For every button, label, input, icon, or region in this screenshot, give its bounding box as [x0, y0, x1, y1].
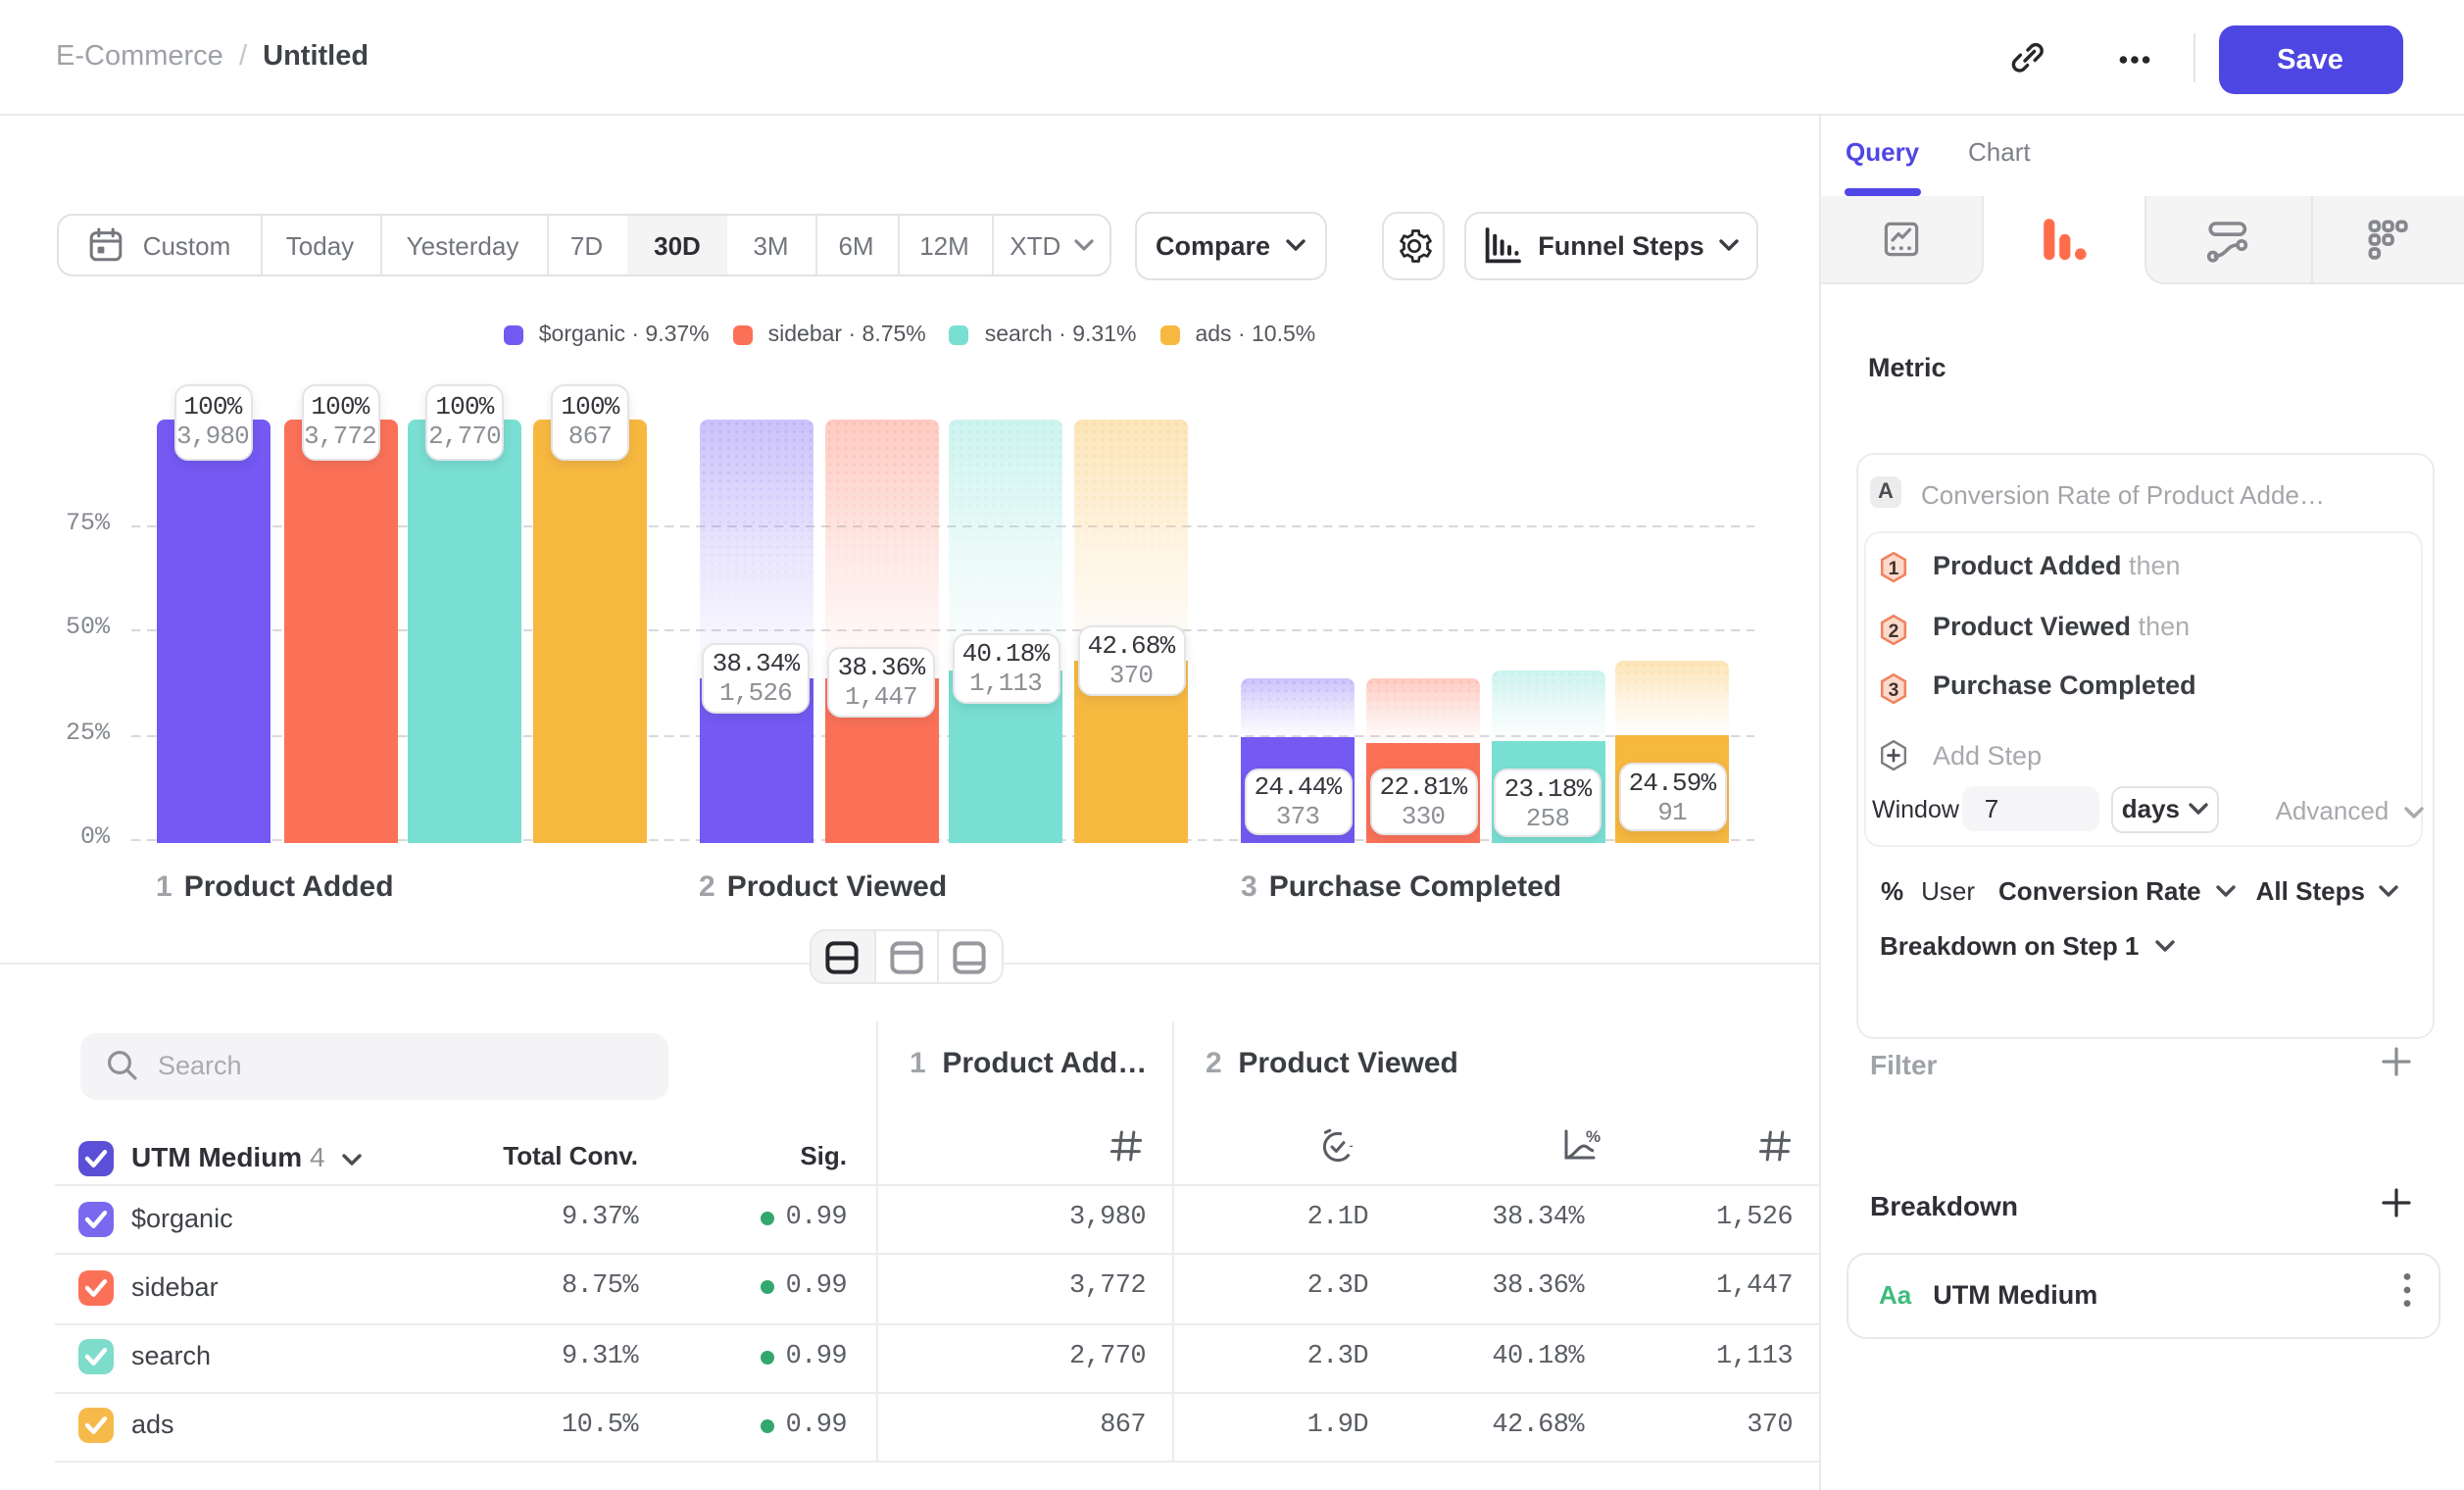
svg-text:%: % — [1586, 1126, 1601, 1145]
svg-text:2: 2 — [1889, 620, 1899, 641]
svg-text:3: 3 — [1889, 678, 1899, 700]
svg-text:1: 1 — [1889, 558, 1899, 579]
